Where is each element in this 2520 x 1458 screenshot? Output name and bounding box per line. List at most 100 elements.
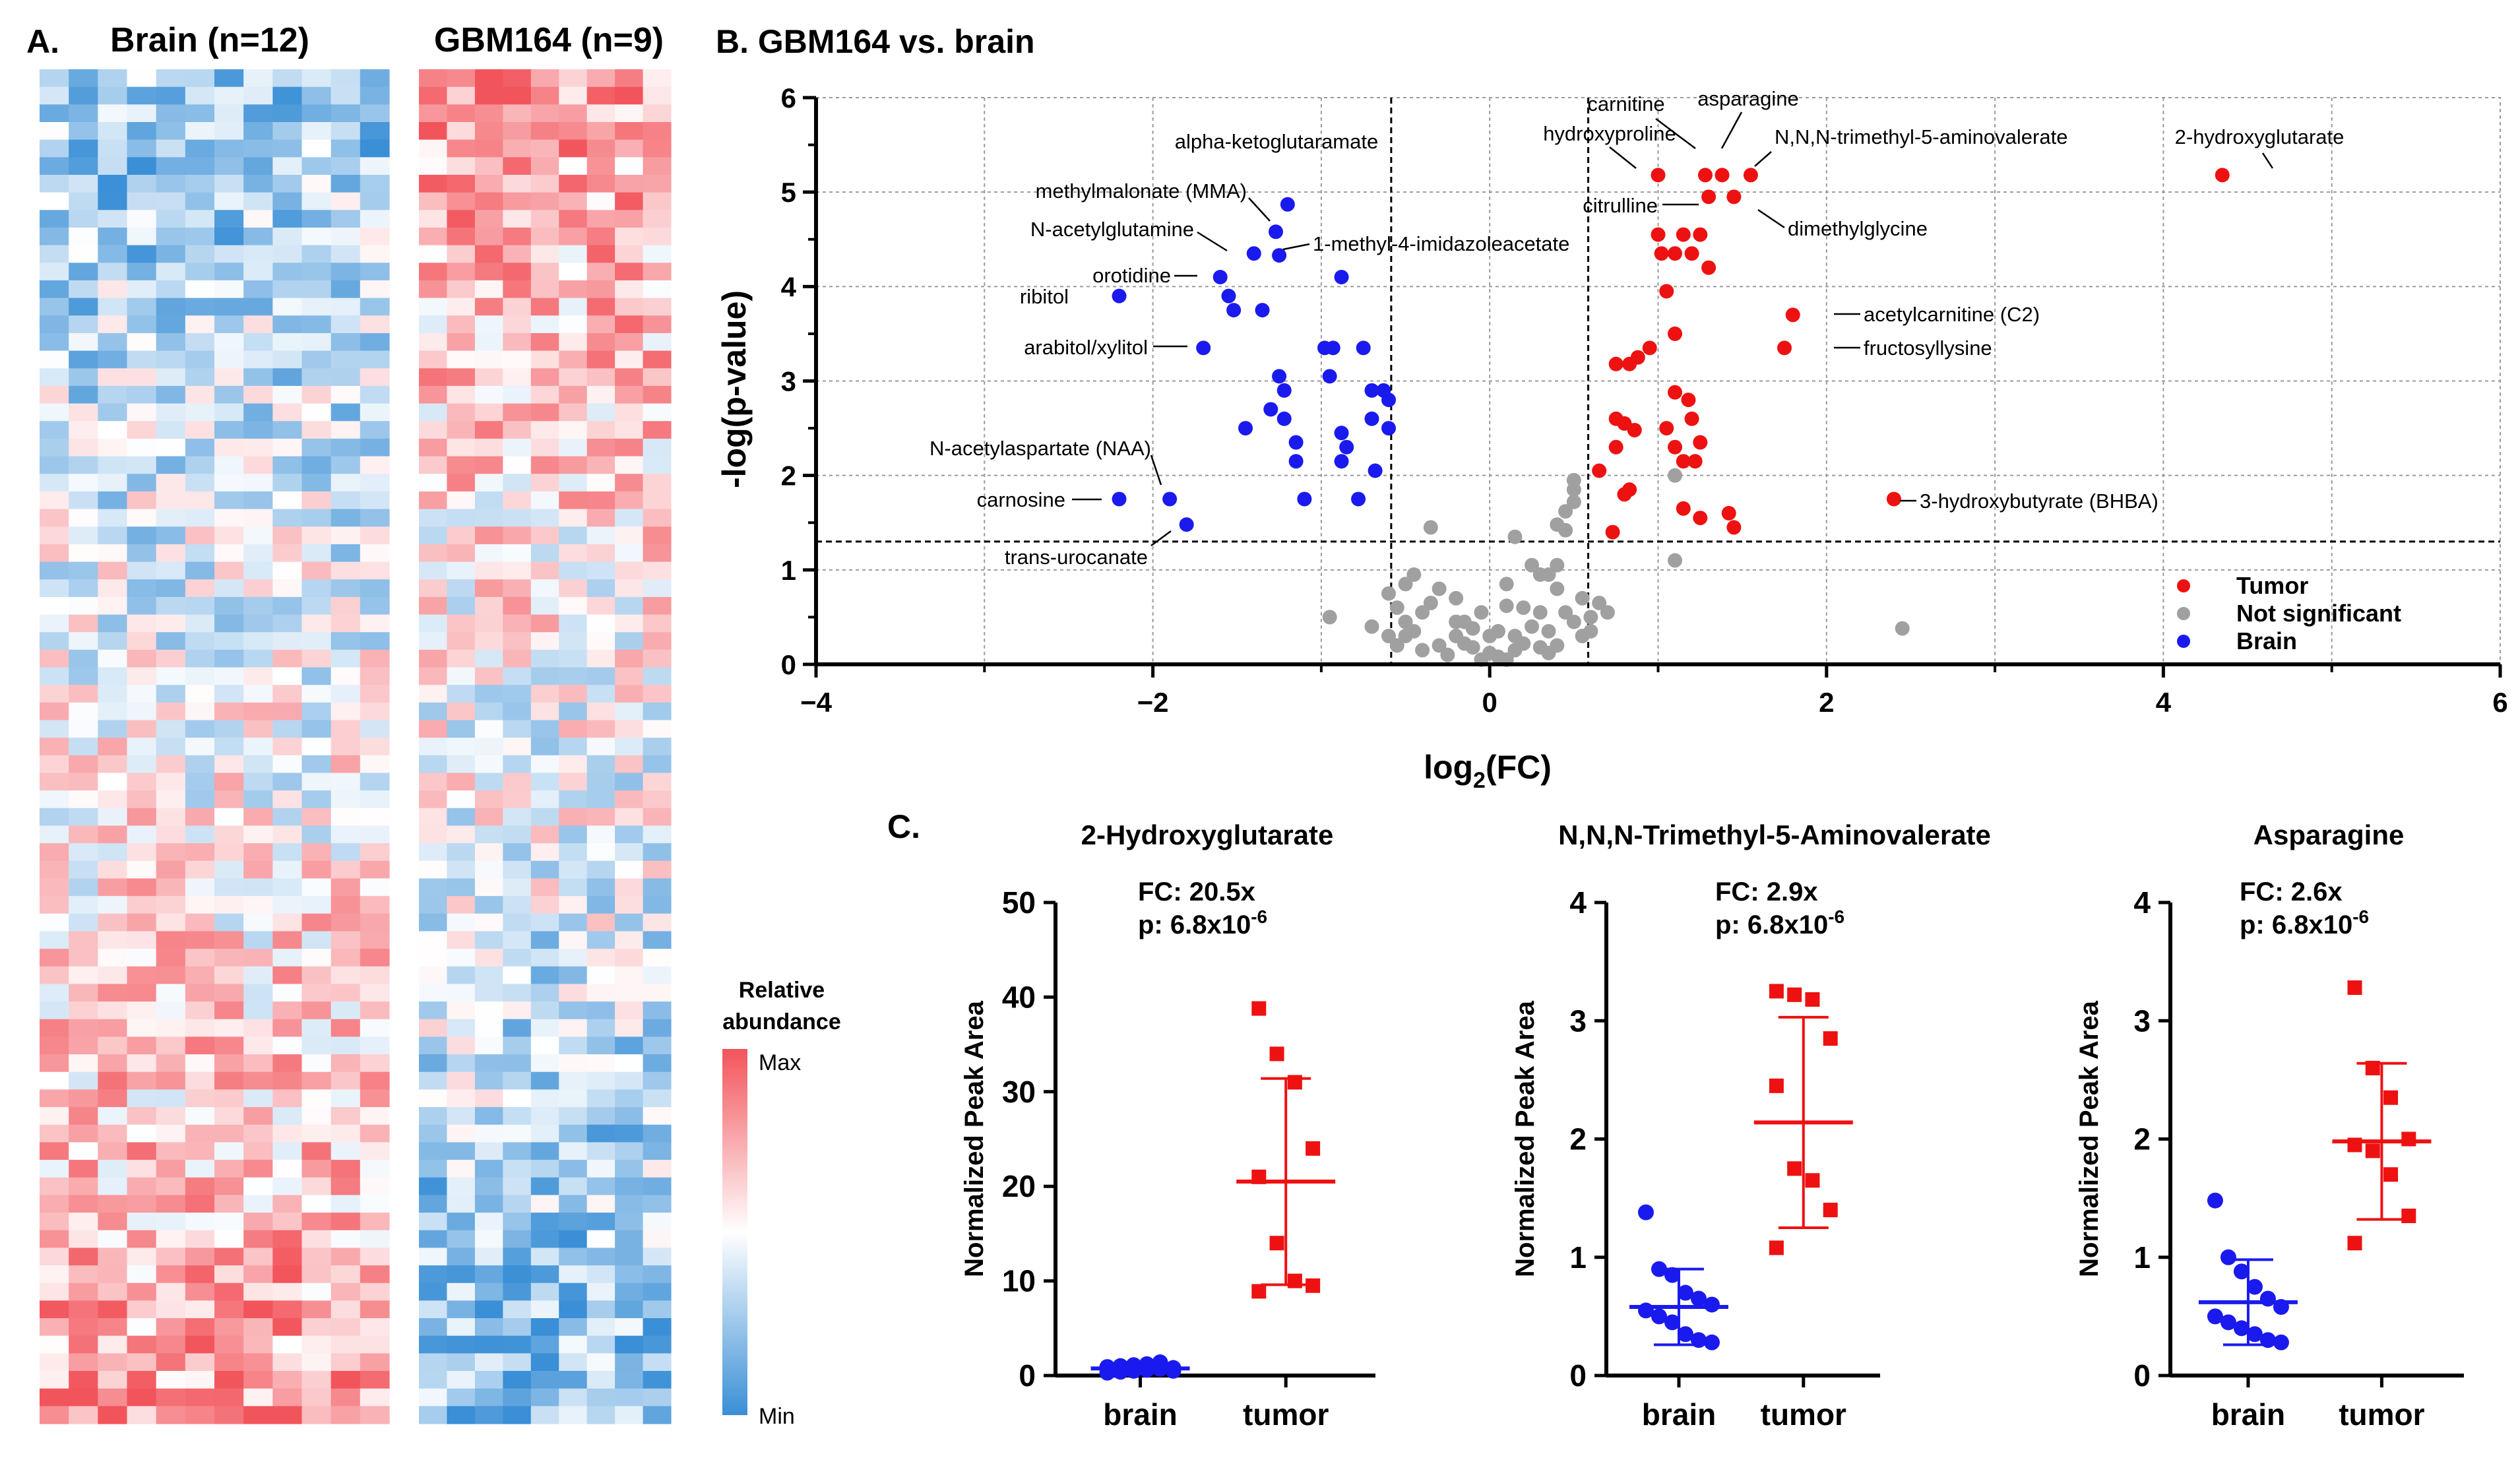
heatmap-cell	[615, 157, 644, 175]
heatmap-cell	[360, 263, 390, 281]
heatmap-cell	[503, 878, 532, 897]
heatmap-cell	[586, 860, 615, 879]
brain-point	[1637, 1204, 1654, 1220]
heatmap-cell	[474, 403, 503, 422]
heatmap-cell	[419, 755, 448, 774]
heatmap-cell	[615, 1300, 644, 1319]
heatmap-cell	[419, 1160, 448, 1178]
point-brain	[1263, 402, 1278, 417]
heatmap-cell	[331, 755, 361, 774]
heatmap-cell	[301, 509, 332, 527]
heatmap-cell	[127, 667, 157, 685]
heatmap-cell	[474, 192, 503, 210]
heatmap-cell	[503, 738, 532, 756]
heatmap-cell	[214, 1019, 244, 1038]
heatmap-cell	[503, 298, 532, 316]
point-tumor	[1617, 487, 1632, 502]
heatmap-cell	[360, 931, 390, 949]
heatmap-cell	[214, 1071, 244, 1091]
heatmap-cell	[98, 1054, 128, 1073]
heatmap-cell	[559, 350, 588, 369]
point-not-significant	[1398, 577, 1413, 592]
heatmap-cell	[127, 474, 157, 492]
heatmap-cell	[586, 174, 615, 193]
heatmap-cell	[474, 667, 503, 685]
heatmap-cell	[127, 121, 157, 141]
heatmap-cell	[586, 896, 615, 914]
heatmap-cell	[586, 773, 615, 791]
heatmap-cell	[503, 1071, 532, 1091]
heatmap-cell	[301, 1001, 332, 1020]
heatmap-cell	[586, 1335, 615, 1354]
heatmap-cell	[447, 350, 476, 369]
heatmap-cell	[615, 509, 644, 527]
heatmap-cell	[156, 878, 186, 897]
heatmap-cell	[559, 843, 588, 862]
point-tumor	[1726, 520, 1742, 535]
heatmap-cell	[127, 1371, 157, 1389]
heatmap-cell	[419, 773, 448, 791]
heatmap-cell	[243, 1089, 273, 1108]
heatmap-cell	[69, 544, 98, 563]
p-exponent: -6	[1251, 906, 1267, 927]
heatmap-cell	[643, 1318, 672, 1337]
heatmap-cell	[243, 1195, 273, 1213]
heatmap-cell	[214, 1353, 244, 1372]
heatmap-cell	[243, 121, 273, 141]
heatmap-cell	[643, 192, 672, 210]
heatmap-cell	[98, 949, 128, 967]
heatmap-cell	[185, 896, 215, 914]
heatmap-cell	[447, 385, 476, 404]
heatmap-cell	[301, 139, 332, 158]
p-exponent: -6	[2352, 906, 2369, 927]
heatmap-cell	[156, 69, 186, 88]
heatmap-cell	[419, 104, 448, 123]
heatmap-cell	[185, 966, 215, 985]
heatmap-cell	[156, 1300, 186, 1319]
heatmap-cell	[503, 1001, 532, 1020]
heatmap-cell	[474, 368, 503, 387]
heatmap-cell	[40, 1001, 69, 1020]
heatmap-cell	[301, 1019, 332, 1038]
dotplot-title: N,N,N-Trimethyl-5-Aminovalerate	[1558, 819, 1991, 850]
heatmap-cell	[127, 702, 157, 721]
heatmap-cell	[360, 333, 390, 352]
heatmap-cell	[69, 1353, 98, 1372]
heatmap-cell	[503, 561, 532, 580]
heatmap-cell	[331, 421, 361, 439]
heatmap-cell	[419, 491, 448, 510]
heatmap-cell	[214, 280, 244, 299]
heatmap-cell	[360, 1406, 390, 1424]
p-text: p: 6.8x10-6	[2240, 906, 2369, 939]
heatmap-cell	[156, 667, 186, 685]
legend-ns-dot	[2177, 607, 2190, 620]
heatmap-cell	[586, 667, 615, 685]
heatmap-cell	[331, 738, 361, 756]
heatmap-cell	[272, 1283, 303, 1301]
heatmap-cell	[40, 491, 69, 510]
y-tick-label: 4	[781, 271, 797, 302]
heatmap-cell	[643, 86, 672, 105]
heatmap-cell	[185, 174, 215, 193]
heatmap-cell	[301, 1142, 332, 1160]
heatmap-cell	[301, 1300, 332, 1319]
brain-point	[2233, 1263, 2250, 1280]
heatmap-cell	[586, 1195, 615, 1213]
tumor-point	[2365, 1143, 2380, 1158]
heatmap-cell	[559, 667, 588, 685]
heatmap-cell	[156, 702, 186, 721]
heatmap-cell	[559, 1142, 588, 1160]
heatmap-cell	[530, 263, 559, 281]
heatmap-cell	[156, 192, 186, 210]
heatmap-cell	[69, 1071, 98, 1091]
heatmap-cell	[360, 773, 390, 791]
heatmap-cell	[643, 438, 672, 457]
heatmap-cell	[360, 1265, 390, 1284]
point-tumor	[1715, 168, 1730, 183]
heatmap-cell	[127, 1388, 157, 1407]
heatmap-cell	[419, 315, 448, 334]
heatmap-cell	[127, 632, 157, 650]
heatmap-cell	[272, 755, 303, 774]
point-tumor	[1608, 439, 1623, 455]
heatmap-cell	[419, 1213, 448, 1231]
